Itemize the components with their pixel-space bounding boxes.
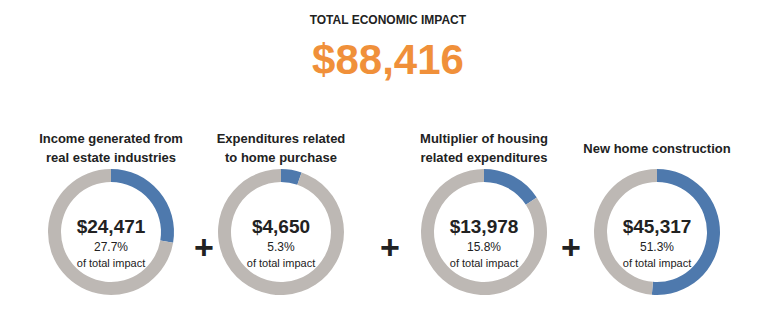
svg-text:to home purchase: to home purchase [225, 150, 337, 165]
svg-text:of total impact: of total impact [450, 257, 518, 269]
svg-text:Multiplier of housing: Multiplier of housing [420, 131, 548, 146]
svg-text:+: + [561, 228, 581, 266]
svg-text:of total impact: of total impact [247, 257, 315, 269]
svg-text:Expenditures related: Expenditures related [217, 131, 346, 146]
svg-text:$88,416: $88,416 [312, 36, 464, 83]
svg-text:+: + [380, 228, 400, 266]
svg-text:15.8%: 15.8% [467, 240, 501, 254]
svg-text:$13,978: $13,978 [450, 216, 519, 237]
svg-text:Income generated from: Income generated from [39, 131, 183, 146]
svg-text:$4,650: $4,650 [252, 216, 310, 237]
svg-text:related expenditures: related expenditures [420, 150, 547, 165]
svg-text:$24,471: $24,471 [77, 216, 146, 237]
svg-text:$45,317: $45,317 [623, 216, 692, 237]
svg-text:of total impact: of total impact [77, 257, 145, 269]
svg-text:27.7%: 27.7% [94, 240, 128, 254]
svg-text:5.3%: 5.3% [267, 240, 295, 254]
svg-text:of total impact: of total impact [623, 257, 691, 269]
svg-text:New home construction: New home construction [583, 141, 730, 156]
svg-text:51.3%: 51.3% [640, 240, 674, 254]
svg-text:TOTAL ECONOMIC IMPACT: TOTAL ECONOMIC IMPACT [310, 13, 467, 27]
svg-text:+: + [194, 228, 214, 266]
svg-text:real estate industries: real estate industries [46, 150, 176, 165]
